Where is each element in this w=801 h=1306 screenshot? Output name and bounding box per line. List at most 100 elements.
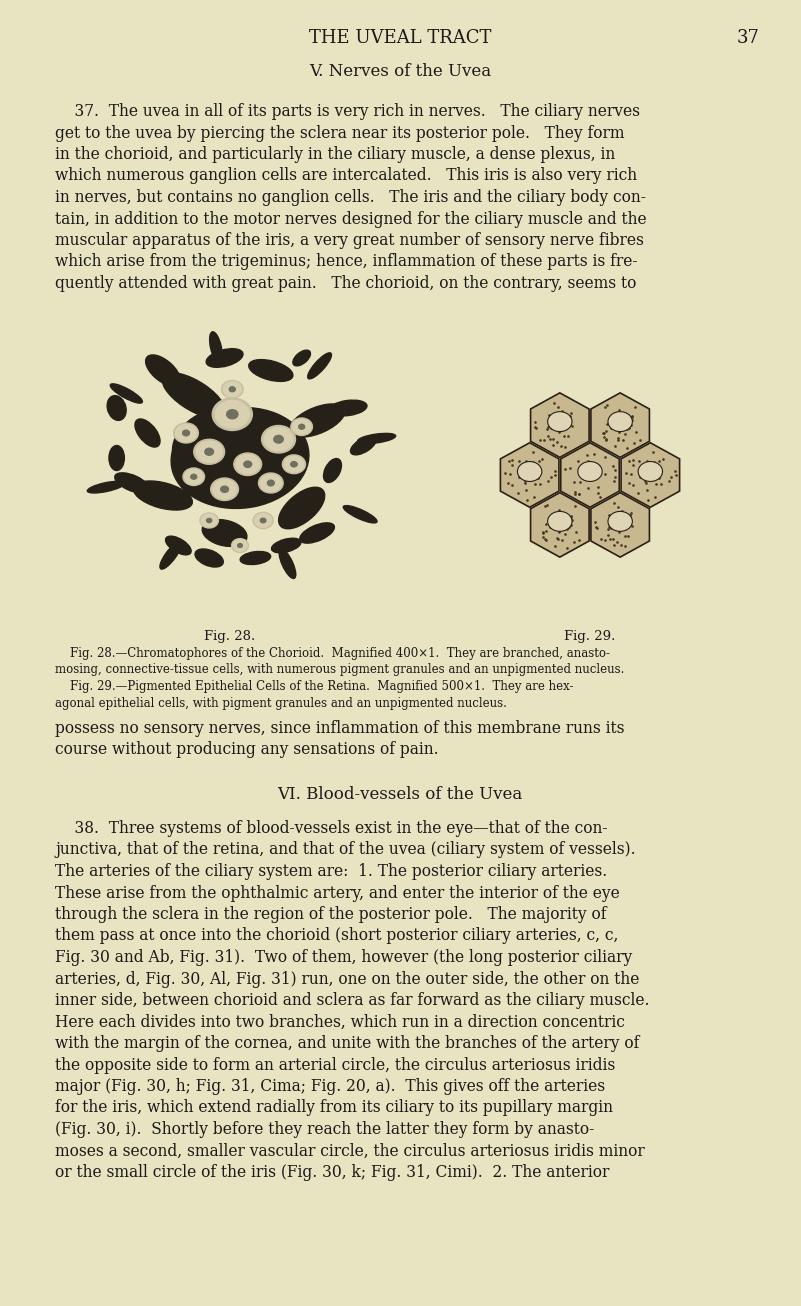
Text: Here each divides into two branches, which run in a direction concentric: Here each divides into two branches, whi…	[55, 1013, 625, 1030]
Circle shape	[191, 474, 197, 479]
Text: or the small circle of the iris (Fig. 30, k; Fig. 31, Cimi).  2. The anterior: or the small circle of the iris (Fig. 30…	[55, 1164, 610, 1181]
Text: junctiva, that of the retina, and that of the uvea (ciliary system of vessels).: junctiva, that of the retina, and that o…	[55, 841, 636, 858]
Ellipse shape	[279, 549, 296, 579]
Ellipse shape	[578, 461, 602, 482]
Ellipse shape	[357, 434, 396, 444]
Circle shape	[233, 539, 248, 551]
Circle shape	[262, 426, 296, 453]
Text: 38.  Three systems of blood-vessels exist in the eye—that of the con-: 38. Three systems of blood-vessels exist…	[55, 820, 607, 837]
Circle shape	[174, 423, 199, 443]
Circle shape	[215, 401, 249, 428]
Text: Fig. 30 and Ab, Fig. 31).  Two of them, however (the long posterior ciliary: Fig. 30 and Ab, Fig. 31). Two of them, h…	[55, 949, 632, 966]
Text: Fig. 29.—Pigmented Epithelial Cells of the Retina.  Magnified 500×1.  They are h: Fig. 29.—Pigmented Epithelial Cells of t…	[55, 680, 574, 693]
Text: possess no sensory nerves, since inflammation of this membrane runs its: possess no sensory nerves, since inflamm…	[55, 720, 625, 737]
Circle shape	[200, 513, 219, 528]
Circle shape	[260, 518, 266, 522]
Circle shape	[221, 486, 228, 492]
Circle shape	[291, 461, 297, 466]
Text: Fig. 29.: Fig. 29.	[565, 629, 616, 643]
Ellipse shape	[517, 461, 541, 482]
Polygon shape	[530, 492, 589, 558]
Ellipse shape	[163, 372, 225, 418]
Circle shape	[264, 427, 293, 451]
Text: inner side, between chorioid and sclera as far forward as the ciliary muscle.: inner side, between chorioid and sclera …	[55, 993, 650, 1010]
Text: muscular apparatus of the iris, a very great number of sensory nerve fibres: muscular apparatus of the iris, a very g…	[55, 232, 644, 249]
Ellipse shape	[240, 551, 271, 564]
Circle shape	[184, 469, 203, 485]
Ellipse shape	[548, 512, 572, 532]
Ellipse shape	[195, 549, 223, 567]
Circle shape	[292, 419, 311, 434]
Text: in nerves, but contains no ganglion cells.   The iris and the ciliary body con-: in nerves, but contains no ganglion cell…	[55, 189, 646, 206]
Text: tain, in addition to the motor nerves designed for the ciliary muscle and the: tain, in addition to the motor nerves de…	[55, 210, 646, 227]
Text: V. Nerves of the Uvea: V. Nerves of the Uvea	[309, 64, 491, 81]
Ellipse shape	[608, 411, 632, 431]
Ellipse shape	[324, 458, 341, 482]
Text: These arise from the ophthalmic artery, and enter the interior of the eye: These arise from the ophthalmic artery, …	[55, 884, 620, 901]
Ellipse shape	[638, 461, 662, 482]
Circle shape	[284, 456, 304, 473]
Text: 37: 37	[737, 29, 760, 47]
Circle shape	[291, 418, 312, 435]
Circle shape	[213, 479, 236, 499]
Text: (Fig. 30, i).  Shortly before they reach the latter they form by anasto-: (Fig. 30, i). Shortly before they reach …	[55, 1121, 594, 1138]
Text: quently attended with great pain.   The chorioid, on the contrary, seems to: quently attended with great pain. The ch…	[55, 276, 636, 293]
Circle shape	[183, 430, 190, 436]
Polygon shape	[530, 393, 589, 457]
Ellipse shape	[289, 404, 345, 438]
Circle shape	[244, 461, 252, 468]
Ellipse shape	[160, 542, 181, 569]
Ellipse shape	[308, 353, 332, 379]
Ellipse shape	[249, 359, 293, 381]
Text: Fig. 28.: Fig. 28.	[204, 629, 256, 643]
Ellipse shape	[166, 537, 191, 555]
Circle shape	[222, 380, 243, 398]
Ellipse shape	[293, 350, 311, 366]
Circle shape	[274, 435, 284, 443]
Ellipse shape	[146, 355, 180, 387]
Circle shape	[207, 518, 211, 522]
Text: course without producing any sensations of pain.: course without producing any sensations …	[55, 742, 439, 759]
Text: them pass at once into the chorioid (short posterior ciliary arteries, c, c,: them pass at once into the chorioid (sho…	[55, 927, 618, 944]
Polygon shape	[561, 443, 619, 507]
Circle shape	[260, 474, 281, 491]
Ellipse shape	[135, 419, 160, 447]
Text: which arise from the trigeminus; hence, inflammation of these parts is fre-: which arise from the trigeminus; hence, …	[55, 253, 638, 270]
Circle shape	[283, 454, 305, 474]
Text: VI. Blood-vessels of the Uvea: VI. Blood-vessels of the Uvea	[277, 786, 522, 803]
Text: major (Fig. 30, h; Fig. 31, Cima; Fig. 20, a).  This gives off the arteries: major (Fig. 30, h; Fig. 31, Cima; Fig. 2…	[55, 1077, 605, 1094]
Text: with the margin of the cornea, and unite with the branches of the artery of: with the margin of the cornea, and unite…	[55, 1034, 639, 1053]
Circle shape	[201, 515, 217, 526]
Text: The arteries of the ciliary system are:  1. The posterior ciliary arteries.: The arteries of the ciliary system are: …	[55, 863, 607, 880]
Ellipse shape	[202, 520, 247, 546]
Circle shape	[175, 424, 196, 441]
Text: THE UVEAL TRACT: THE UVEAL TRACT	[309, 29, 491, 47]
Ellipse shape	[300, 522, 334, 543]
Circle shape	[299, 424, 304, 430]
Polygon shape	[621, 443, 679, 507]
Text: for the iris, which extend radially from its ciliary to its pupillary margin: for the iris, which extend radially from…	[55, 1100, 613, 1117]
Text: in the chorioid, and particularly in the ciliary muscle, a dense plexus, in: in the chorioid, and particularly in the…	[55, 146, 615, 163]
Circle shape	[196, 441, 222, 462]
Circle shape	[238, 543, 243, 547]
Ellipse shape	[279, 487, 324, 529]
Polygon shape	[501, 443, 559, 507]
Ellipse shape	[608, 512, 632, 532]
Circle shape	[259, 473, 284, 492]
Ellipse shape	[115, 473, 150, 494]
Text: the opposite side to form an arterial circle, the circulus arteriosus iridis: the opposite side to form an arterial ci…	[55, 1057, 615, 1074]
Text: through the sclera in the region of the posterior pole.   The majority of: through the sclera in the region of the …	[55, 906, 606, 923]
Circle shape	[236, 454, 260, 474]
Ellipse shape	[548, 411, 572, 431]
Ellipse shape	[87, 482, 125, 492]
Ellipse shape	[329, 400, 367, 415]
Polygon shape	[591, 393, 650, 457]
Circle shape	[229, 387, 235, 392]
Circle shape	[268, 481, 274, 486]
Circle shape	[231, 538, 248, 552]
Circle shape	[205, 448, 214, 456]
Text: 37.  The uvea in all of its parts is very rich in nerves.   The ciliary nerves: 37. The uvea in all of its parts is very…	[55, 103, 640, 120]
Ellipse shape	[111, 384, 143, 404]
Ellipse shape	[272, 538, 301, 552]
Polygon shape	[591, 492, 650, 558]
